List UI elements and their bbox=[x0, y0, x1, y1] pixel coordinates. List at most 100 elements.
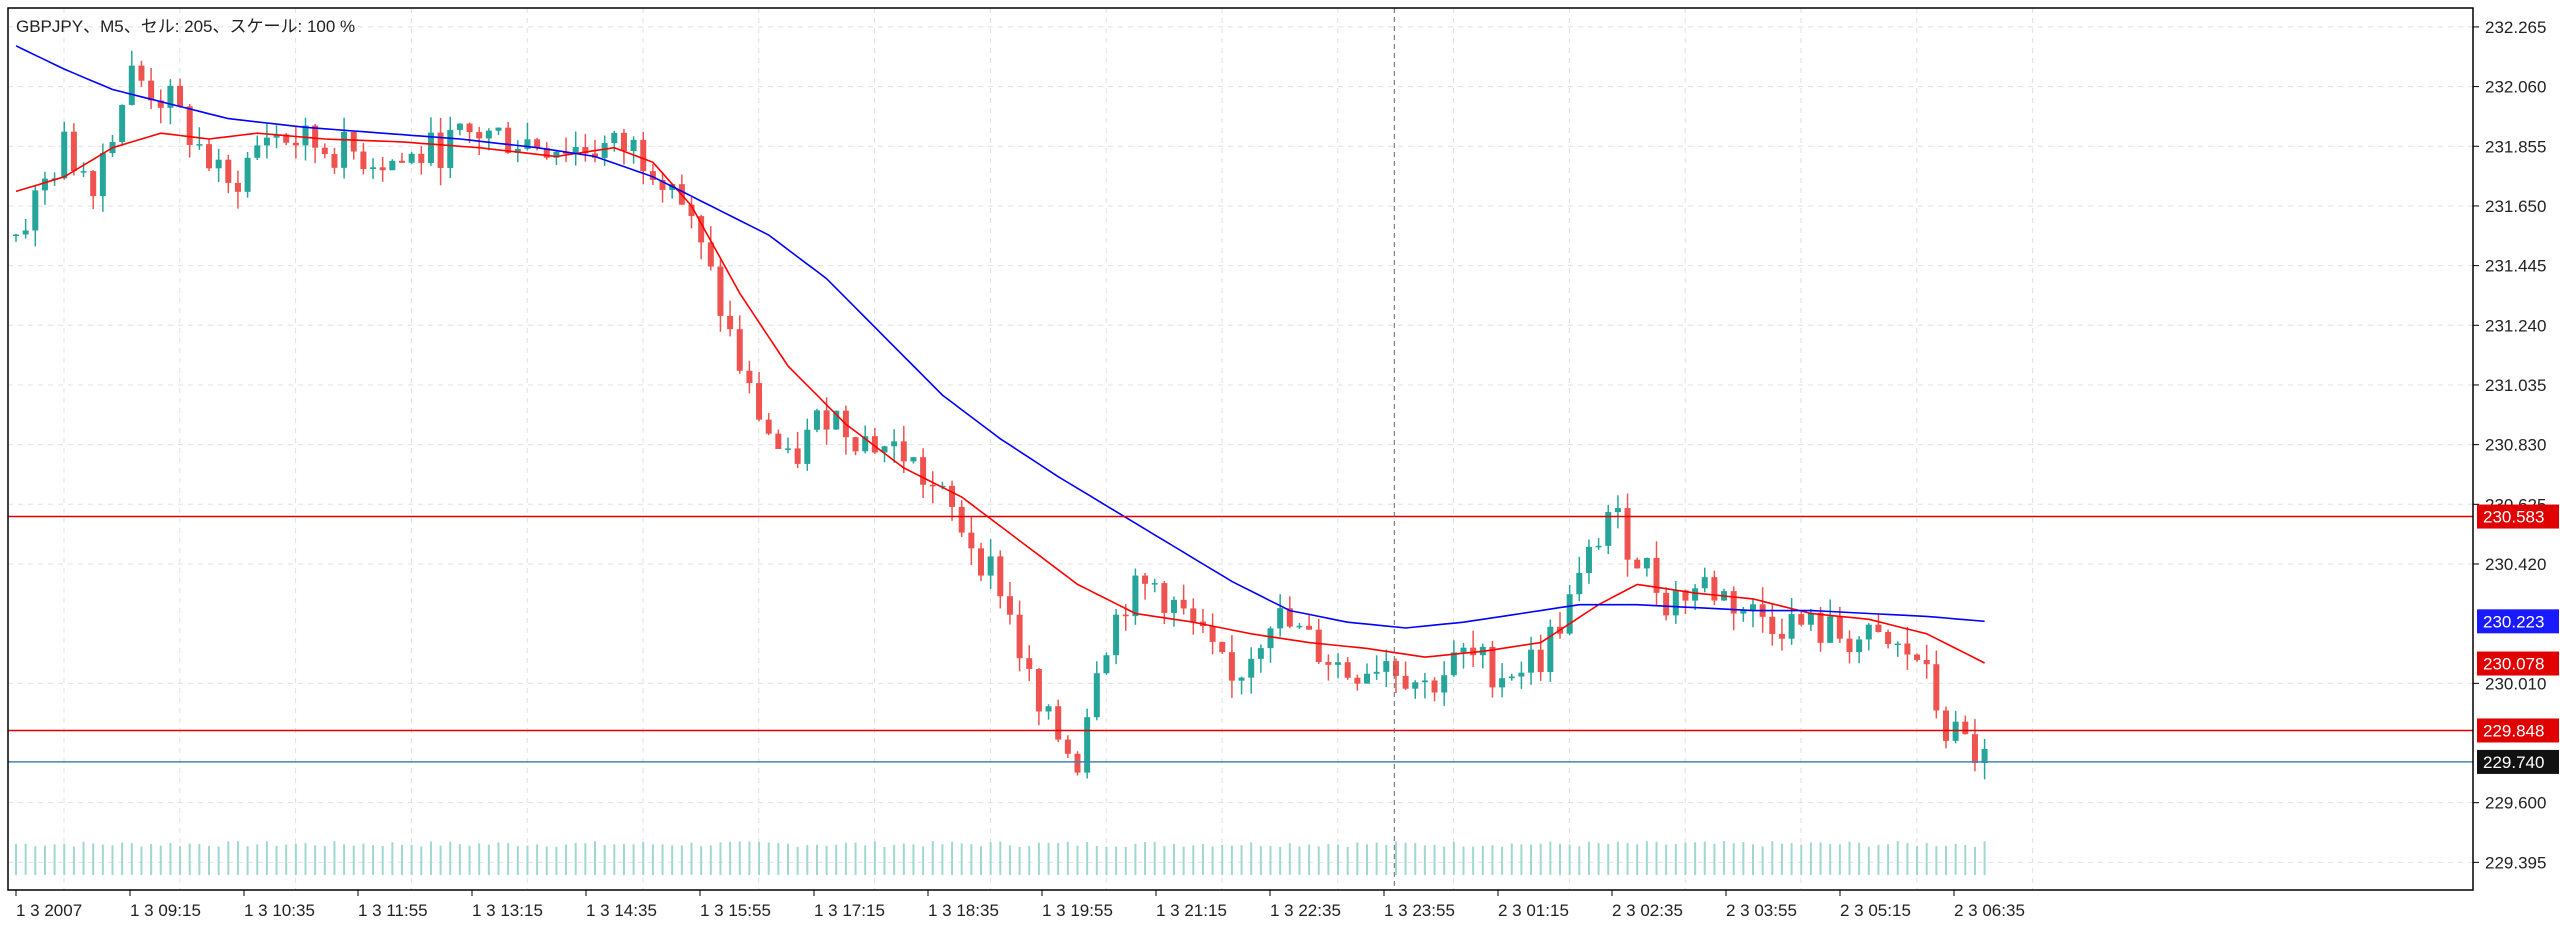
candle-body bbox=[177, 85, 184, 107]
volume-bar bbox=[1221, 844, 1224, 875]
candle-body bbox=[1219, 641, 1226, 653]
volume-bar bbox=[1945, 845, 1947, 875]
candle-body bbox=[476, 132, 483, 139]
candle-body bbox=[1248, 658, 1255, 678]
volume-bar bbox=[1288, 843, 1291, 875]
volume-bar bbox=[748, 841, 751, 875]
volume-bar bbox=[1655, 841, 1658, 875]
volume-bar bbox=[719, 842, 722, 875]
price-tag-box bbox=[2477, 718, 2559, 743]
x-tick-label: 1 3 10:35 bbox=[244, 901, 315, 920]
volume-bar bbox=[844, 842, 847, 875]
volume-bar bbox=[1877, 844, 1880, 875]
candle-body bbox=[32, 190, 39, 231]
volume-bar bbox=[613, 844, 616, 875]
candle-body bbox=[659, 179, 666, 190]
volume-bar bbox=[806, 845, 809, 875]
volume-bar bbox=[864, 845, 867, 875]
volume-bar bbox=[854, 842, 857, 875]
volume-bar bbox=[1809, 842, 1812, 875]
volume-bar bbox=[1066, 841, 1069, 875]
candle-body bbox=[225, 159, 232, 183]
grid bbox=[8, 8, 2473, 890]
candle-body bbox=[543, 147, 550, 158]
x-tick-label: 2 3 06:35 bbox=[1954, 901, 2025, 920]
volume-bar bbox=[1230, 845, 1233, 875]
volume-bar bbox=[758, 841, 761, 875]
x-tick-label: 1 3 11:55 bbox=[358, 901, 428, 920]
volume-bar bbox=[130, 843, 133, 875]
candle-body bbox=[389, 160, 396, 171]
candle-body bbox=[1093, 673, 1100, 718]
volume-bar bbox=[410, 844, 413, 875]
candle-body bbox=[1045, 706, 1052, 712]
volume-bar bbox=[1906, 843, 1909, 875]
volume-bar bbox=[1616, 841, 1619, 875]
candle-body bbox=[1373, 671, 1380, 674]
volume-bar bbox=[362, 843, 365, 875]
candle-body bbox=[148, 80, 155, 101]
volume-bar bbox=[1742, 842, 1745, 875]
candle-body bbox=[13, 234, 19, 236]
candle-body bbox=[1624, 508, 1631, 560]
volume-bar bbox=[1501, 846, 1504, 875]
candle-body bbox=[1672, 590, 1679, 616]
candle-body bbox=[1122, 614, 1129, 617]
volume-bar bbox=[1462, 846, 1465, 875]
candle-body bbox=[1228, 652, 1235, 681]
candle-body bbox=[813, 410, 820, 430]
volume-bar bbox=[700, 846, 703, 875]
candle-body bbox=[505, 127, 512, 153]
candle-body bbox=[1595, 545, 1602, 548]
y-tick-label: 230.830 bbox=[2485, 436, 2546, 455]
volume-bar bbox=[1279, 846, 1282, 875]
price-tag-label: 230.223 bbox=[2483, 612, 2544, 631]
candle-body bbox=[1711, 577, 1718, 601]
volume-bar bbox=[1713, 843, 1716, 875]
candle-body bbox=[1315, 629, 1322, 662]
volume-bar bbox=[680, 845, 683, 875]
candle-body bbox=[852, 437, 859, 452]
candle-body bbox=[746, 370, 753, 384]
horizontal-lines[interactable] bbox=[8, 515, 2473, 763]
candle-body bbox=[1856, 639, 1863, 653]
volume-bar bbox=[661, 844, 664, 875]
candle-body bbox=[418, 153, 425, 163]
candle-body bbox=[1798, 614, 1805, 625]
volume-bar bbox=[1568, 844, 1571, 875]
candle-body bbox=[949, 485, 956, 507]
volume-bar bbox=[1578, 846, 1581, 875]
candle-body bbox=[1354, 677, 1361, 684]
volume-bar bbox=[1752, 844, 1754, 875]
volume-bar bbox=[584, 843, 587, 875]
volume-bar bbox=[208, 845, 210, 875]
y-tick-label: 232.060 bbox=[2485, 78, 2546, 97]
volume-bar bbox=[883, 846, 886, 875]
volume-bar bbox=[24, 843, 27, 875]
ma-fast-line bbox=[15, 132, 1985, 664]
volume-bar bbox=[815, 844, 818, 875]
volume-bar bbox=[1115, 846, 1118, 875]
y-tick-label: 231.650 bbox=[2485, 197, 2546, 216]
volume-bar bbox=[1887, 844, 1890, 875]
candle-body bbox=[1113, 614, 1120, 656]
candle-body bbox=[640, 139, 647, 172]
x-tick-label: 1 3 22:35 bbox=[1270, 901, 1341, 920]
candle-body bbox=[553, 151, 560, 158]
candle-body bbox=[1325, 661, 1332, 665]
volume-bar bbox=[352, 845, 355, 875]
volume-bar bbox=[970, 844, 973, 875]
volume-bar bbox=[1269, 846, 1272, 875]
candle-body bbox=[804, 429, 811, 464]
candle-body bbox=[1421, 680, 1428, 683]
candle-body bbox=[331, 154, 338, 168]
volume-bar bbox=[1192, 845, 1195, 875]
volume-bar bbox=[458, 844, 461, 875]
volume-bar bbox=[1587, 841, 1590, 875]
volume-bar bbox=[1018, 846, 1021, 875]
candle-body bbox=[978, 548, 984, 576]
volume-bar bbox=[63, 843, 66, 875]
volume-bar bbox=[1510, 843, 1513, 875]
volume-bar bbox=[217, 846, 220, 875]
